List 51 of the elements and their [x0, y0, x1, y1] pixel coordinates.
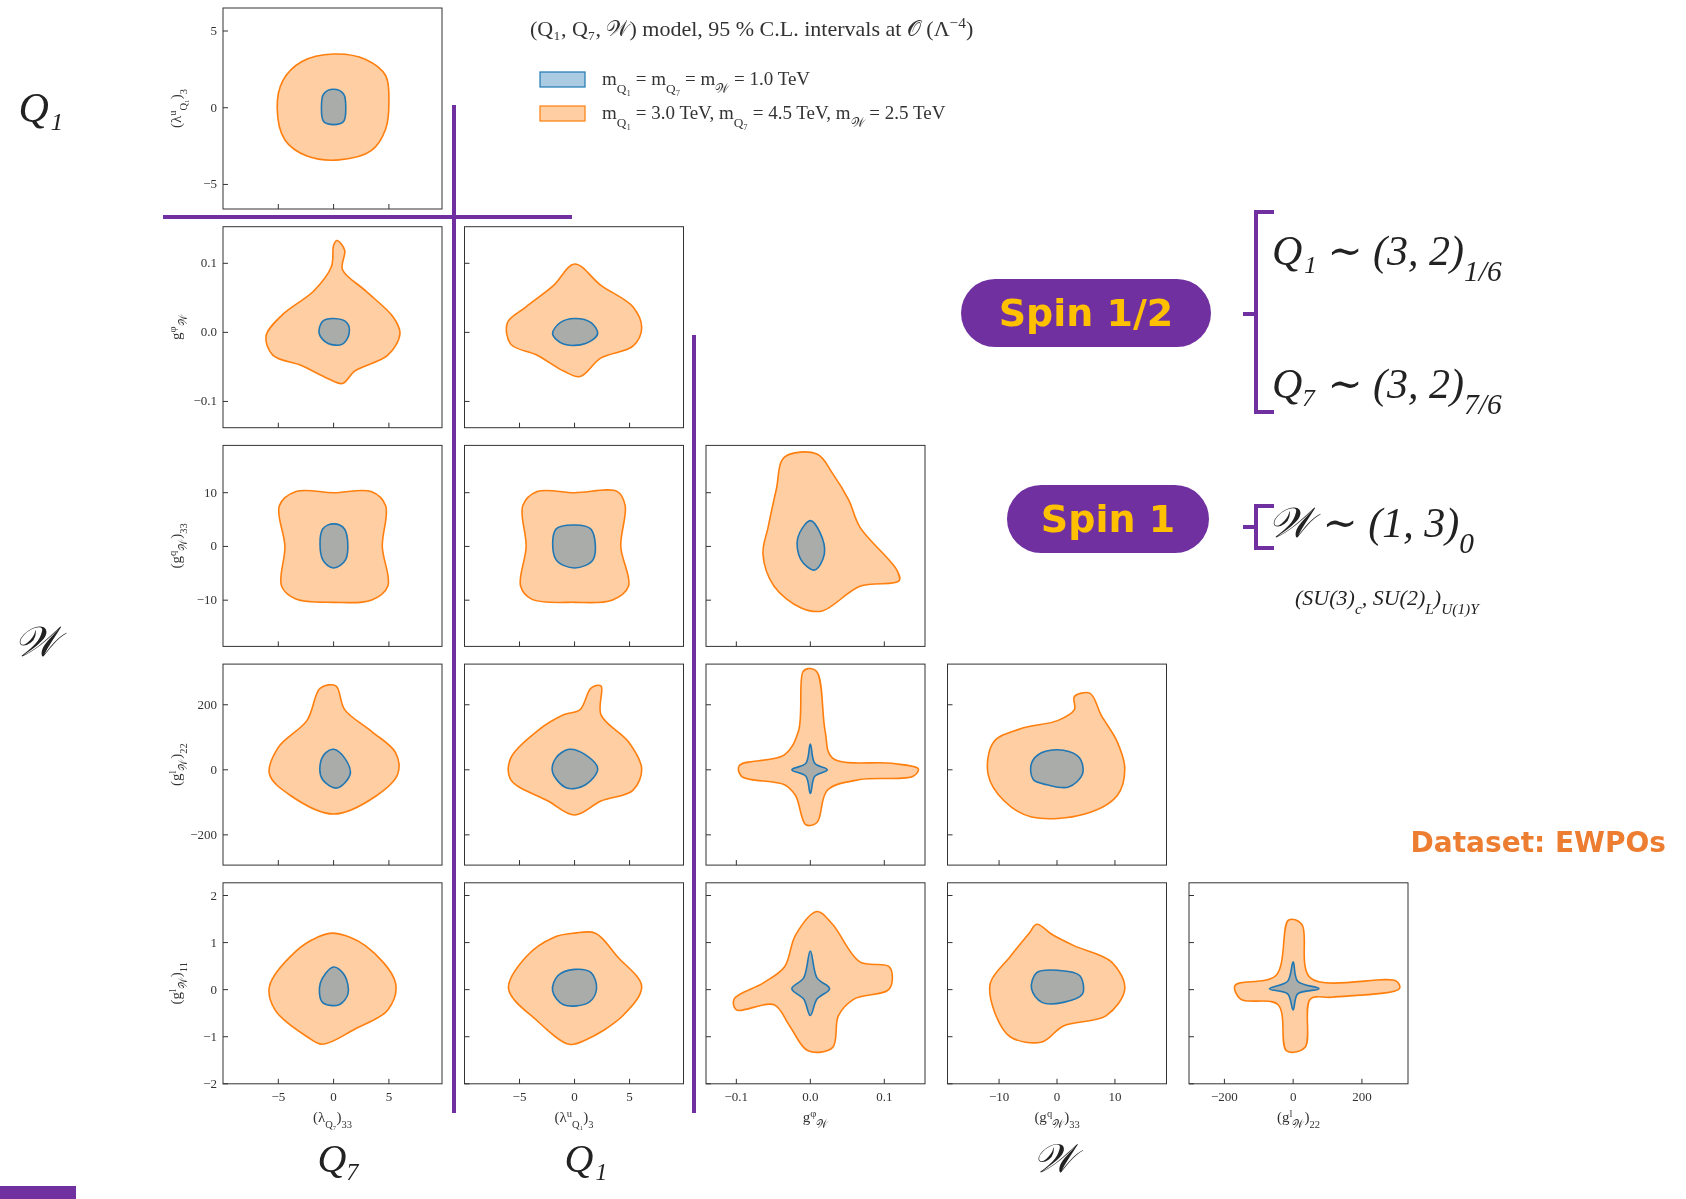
text: Dataset: EWPOs: [1410, 826, 1666, 859]
x-tick-label: −5: [271, 1088, 286, 1104]
y-tick-label: 0.0: [200, 324, 217, 340]
y-tick-label: −5: [203, 176, 217, 192]
x-tick-label: −10: [988, 1088, 1010, 1104]
y-tick-label: 0: [210, 538, 217, 554]
x-tick-label: 0.1: [876, 1088, 893, 1104]
text: 𝒲: [14, 619, 67, 665]
y-tick-label: −2: [203, 1075, 217, 1091]
y-tick-label: 2: [210, 887, 217, 903]
x-axis-title: (g$^{l}$$_{𝒲}$)$_{22}$: [1277, 1107, 1320, 1130]
y-tick-label: 5: [210, 23, 217, 39]
legend-label: m$_{Q₁}$ = 3.0 TeV, m$_{Q₇}$ = 4.5 TeV, m$_{𝒲}$ = 2.5 TeV: [602, 102, 946, 130]
x-tick-label: 200: [1352, 1088, 1372, 1104]
x-tick-label: 5: [626, 1088, 633, 1104]
x-tick-label: 0: [330, 1088, 337, 1104]
y-tick-label: 0: [210, 761, 217, 777]
text: 𝒲: [1033, 1136, 1084, 1181]
y-tick-label: 1: [210, 934, 217, 950]
x-tick-label: −5: [512, 1088, 527, 1104]
x-tick-label: 0: [571, 1088, 578, 1104]
y-tick-label: −10: [196, 592, 217, 608]
y-tick-label: 0.1: [200, 255, 217, 271]
y-tick-label: −1: [203, 1028, 217, 1044]
x-tick-label: 5: [385, 1088, 393, 1104]
text: Spin 1: [1040, 497, 1176, 541]
text: Q₁: [564, 1136, 608, 1181]
legend-label: m$_{Q₁}$ = m$_{Q₇}$ = m$_{𝒲}$ = 1.0 TeV: [602, 68, 811, 96]
x-axis-title: (g$^{q}$$_{𝒲}$)$_{33}$: [1034, 1107, 1080, 1130]
x-tick-label: −200: [1210, 1088, 1238, 1104]
y-tick-label: 10: [204, 484, 217, 500]
x-axis-title: (λ$^{u}$$_{Q₁}$)$_{3}$: [554, 1107, 594, 1130]
text: Spin 1/2: [998, 291, 1174, 335]
y-tick-label: 0: [210, 981, 217, 997]
text: Q₇: [317, 1136, 361, 1181]
x-axis-title: (λ$_{Q₇}$)$_{33}$: [312, 1108, 353, 1130]
y-tick-label: −0.1: [193, 393, 217, 409]
y-tick-label: −200: [190, 826, 217, 842]
text: 𝒲 ∼ (1, 3)$_{0}$: [1268, 500, 1475, 559]
y-tick-label: 200: [197, 696, 217, 712]
x-tick-label: 0.0: [802, 1088, 819, 1104]
x-tick-label: 0: [1289, 1088, 1297, 1104]
x-tick-label: 10: [1108, 1088, 1122, 1104]
text: (SU(3)$_{c}$, SU(2)$_{L}$)$_{U(1)Y}$: [1295, 585, 1481, 618]
text: (Q₁, Q₇, 𝒲) model, 95 % C.L. intervals at 𝒪 (Λ$^{−4}$): [530, 13, 974, 41]
x-tick-label: −0.1: [724, 1088, 749, 1104]
y-tick-label: 0: [210, 99, 217, 115]
text: Q₁ ∼ (3, 2)$_{1/6}$: [1272, 228, 1502, 287]
text: Q₇ ∼ (3, 2)$_{7/6}$: [1272, 361, 1502, 420]
x-tick-label: 0: [1053, 1088, 1061, 1104]
text: Q₁: [18, 85, 64, 131]
